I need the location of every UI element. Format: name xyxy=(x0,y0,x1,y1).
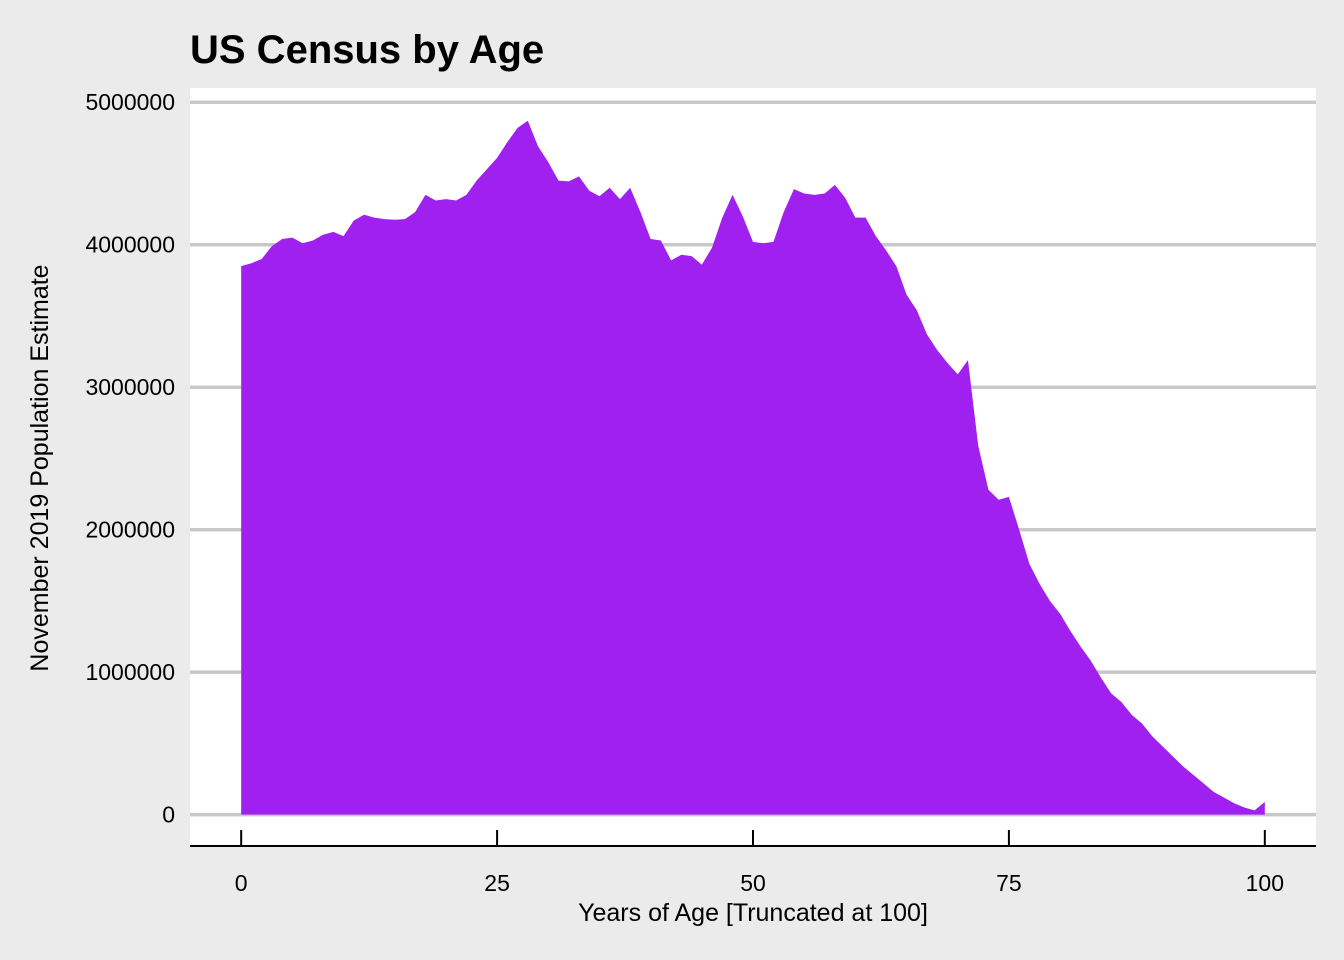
y-tick-label: 1000000 xyxy=(85,659,175,685)
x-tick-label: 25 xyxy=(484,870,510,896)
x-axis-label: Years of Age [Truncated at 100] xyxy=(578,899,928,927)
y-tick-label: 3000000 xyxy=(85,374,175,400)
x-tick-label: 50 xyxy=(740,870,766,896)
y-tick-label: 5000000 xyxy=(85,89,175,115)
y-tick-label: 0 xyxy=(162,802,175,828)
chart-title: US Census by Age xyxy=(190,28,544,72)
x-tick-label: 0 xyxy=(235,870,248,896)
y-tick-label: 2000000 xyxy=(85,517,175,543)
population-area xyxy=(241,120,1265,815)
x-tick-label: 100 xyxy=(1246,870,1284,896)
x-axis-ticks: 0 25 50 75 100 xyxy=(235,830,1284,896)
y-axis-ticks: 0 1000000 2000000 3000000 4000000 5000000 xyxy=(85,89,175,827)
y-tick-label: 4000000 xyxy=(85,232,175,258)
y-axis-label: November 2019 Population Estimate xyxy=(26,264,54,671)
x-tick-label: 75 xyxy=(996,870,1022,896)
